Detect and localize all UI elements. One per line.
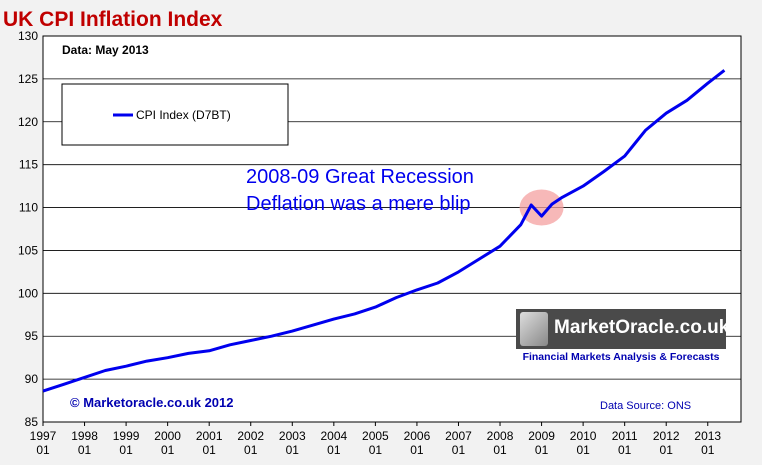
chart-subtitle: Data: May 2013	[62, 43, 149, 57]
y-tick-label: 105	[18, 243, 38, 257]
x-tick-label: 2006	[404, 429, 431, 443]
copyright-text: © Marketoracle.co.uk 2012	[70, 395, 234, 410]
logo-banner	[516, 309, 726, 349]
legend-box	[61, 83, 289, 146]
marketoracle-logo: MarketOracle.co.uk Financial Markets Ana…	[516, 309, 730, 367]
y-tick-label: 110	[19, 201, 38, 215]
x-tick-sublabel: 01	[327, 443, 341, 457]
x-tick-label: 2009	[528, 429, 555, 443]
y-tick-label: 120	[18, 115, 38, 129]
x-tick-label: 1997	[30, 429, 57, 443]
y-tick-label: 115	[19, 158, 38, 172]
annotation-line1: 2008-09 Great Recession	[246, 166, 474, 188]
x-tick-sublabel: 01	[576, 443, 590, 457]
x-tick-sublabel: 01	[36, 443, 50, 457]
y-tick-label: 100	[18, 286, 38, 300]
x-tick-label: 2011	[612, 429, 638, 443]
x-tick-sublabel: 01	[535, 443, 549, 457]
x-tick-sublabel: 01	[203, 443, 217, 457]
x-tick-sublabel: 01	[660, 443, 674, 457]
x-tick-sublabel: 01	[286, 443, 300, 457]
x-tick-label: 1999	[113, 429, 140, 443]
x-tick-label: 2007	[445, 429, 472, 443]
x-tick-label: 2012	[653, 429, 680, 443]
x-tick-label: 2003	[279, 429, 306, 443]
x-tick-sublabel: 01	[161, 443, 175, 457]
x-tick-sublabel: 01	[119, 443, 133, 457]
x-tick-sublabel: 01	[493, 443, 507, 457]
data-source-text: Data Source: ONS	[600, 400, 691, 412]
y-tick-label: 90	[25, 372, 39, 386]
x-axis-ticks: 1997011998011999012000012001012002012003…	[30, 422, 721, 457]
thinker-statue-icon	[520, 312, 548, 346]
x-tick-label: 2013	[694, 429, 721, 443]
x-tick-label: 2010	[570, 429, 597, 443]
x-tick-sublabel: 01	[701, 443, 715, 457]
x-tick-label: 2001	[196, 429, 223, 443]
x-tick-sublabel: 01	[78, 443, 92, 457]
x-tick-label: 2008	[487, 429, 514, 443]
chart-title: UK CPI Inflation Index	[3, 8, 223, 31]
x-tick-label: 2000	[154, 429, 181, 443]
deflation-highlight	[519, 189, 564, 226]
y-tick-label: 85	[25, 415, 39, 429]
x-tick-sublabel: 01	[410, 443, 424, 457]
logo-tagline: Financial Markets Analysis & Forecasts	[522, 351, 720, 363]
x-tick-label: 1998	[71, 429, 98, 443]
x-tick-sublabel: 01	[369, 443, 383, 457]
y-tick-label: 95	[25, 329, 39, 343]
x-tick-label: 2004	[320, 429, 347, 443]
annotation-line2: Deflation was a mere blip	[246, 193, 471, 215]
logo-brand: MarketOracle.co.uk	[554, 317, 730, 338]
x-tick-sublabel: 01	[618, 443, 632, 457]
grid-lines	[43, 78, 741, 380]
legend-label: CPI Index (D7BT)	[136, 108, 231, 122]
x-tick-sublabel: 01	[452, 443, 466, 457]
x-tick-label: 2005	[362, 429, 389, 443]
y-axis-ticks: 85 90 95 100 105 110 115 120 125 130	[18, 29, 38, 429]
y-tick-label: 130	[18, 29, 38, 43]
y-tick-label: 125	[18, 72, 38, 86]
x-tick-sublabel: 01	[244, 443, 258, 457]
x-tick-label: 2002	[237, 429, 264, 443]
cpi-series-line	[42, 69, 726, 393]
